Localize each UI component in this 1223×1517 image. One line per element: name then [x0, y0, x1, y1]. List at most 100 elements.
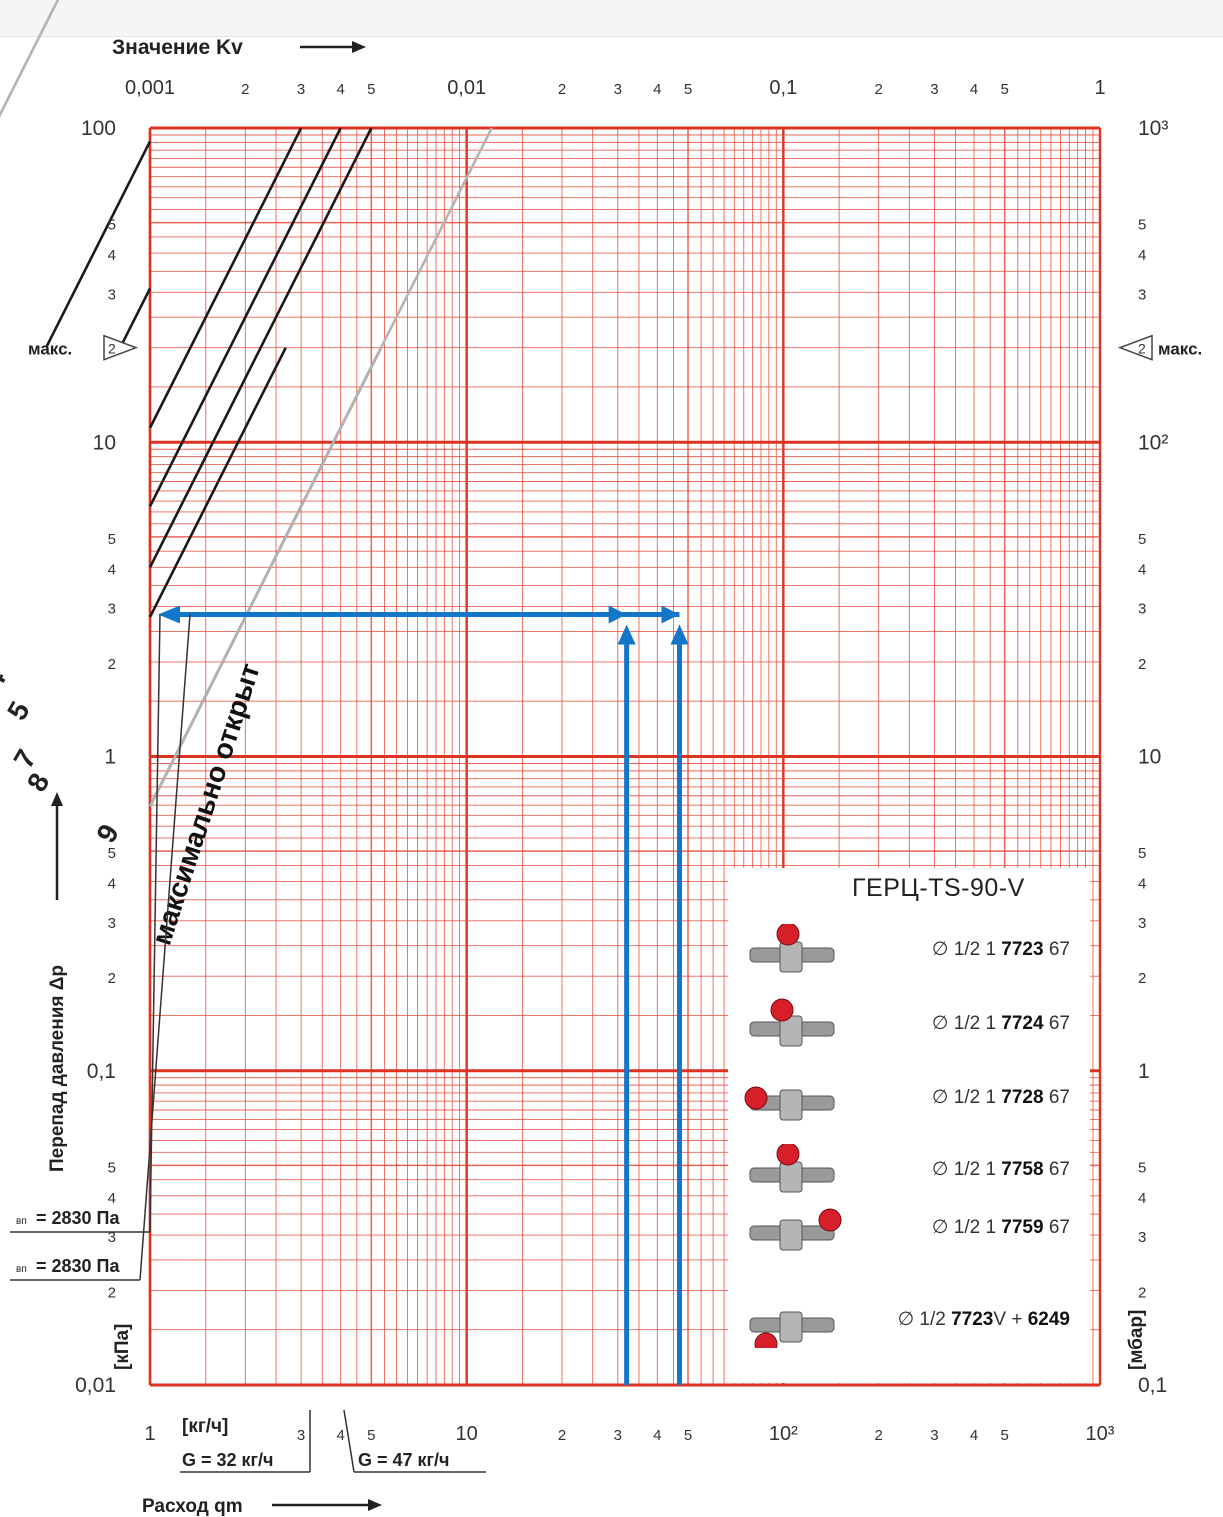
left-unit-label: [кПа] — [112, 1324, 133, 1370]
reading-dp-arrowhead-1 — [608, 605, 627, 624]
right-tick-label: 4 — [1138, 1190, 1146, 1207]
bottom-tick-label: 3 — [614, 1427, 622, 1444]
valve-icon — [749, 1208, 842, 1251]
left-tick-label: 10 — [93, 431, 116, 454]
legend-item: ∅ 1/2 1 7723 67 — [728, 918, 1090, 978]
right-tick-label: 5 — [1138, 845, 1146, 862]
right-tick-label: 4 — [1138, 561, 1146, 578]
reading-flow-arrowhead-1 — [617, 624, 636, 645]
right-tick-label: 3 — [1138, 601, 1146, 618]
right-tick-label: 4 — [1138, 876, 1146, 893]
left-tick-label: 3 — [108, 601, 116, 618]
left-axis-title: Перепад давления Δp — [47, 965, 68, 1172]
series-label: 7 — [8, 744, 43, 773]
bottom-tick-label: 4 — [970, 1427, 978, 1444]
legend-item-number: 7759 — [1001, 1217, 1044, 1238]
legend-item-code: ∅ 1/2 1 7758 67 — [932, 1158, 1070, 1181]
legend-item: ∅ 1/2 1 7758 67 — [728, 1138, 1090, 1198]
top-tick-label: 3 — [614, 81, 622, 98]
series-label: 9 — [90, 819, 125, 848]
left-axis-arrowhead — [51, 792, 63, 806]
left-tick-label: 3 — [108, 915, 116, 932]
max-marker-right-triangle — [1117, 334, 1153, 361]
left-tick-label: 0,01 — [75, 1374, 116, 1397]
bottom-tick-label: 10² — [769, 1423, 798, 1445]
legend-item-code: ∅ 1/2 1 7759 67 — [932, 1216, 1070, 1239]
right-tick-label: 5 — [1138, 1159, 1146, 1176]
legend-item-number-2: 6249 — [1027, 1309, 1070, 1330]
top-axis-arrowhead — [352, 41, 366, 53]
right-tick-label: 4 — [1138, 247, 1146, 264]
bottom-tick-label: 5 — [1001, 1427, 1009, 1444]
bottom-tick-label: 10 — [456, 1423, 478, 1445]
top-bar — [0, 0, 1223, 37]
top-tick-label: 4 — [970, 81, 978, 98]
left-tick-label: 100 — [81, 117, 116, 140]
top-tick-label: 0,001 — [125, 77, 175, 99]
valve-icon — [744, 1086, 835, 1121]
reading-flow-arrowhead-2 — [670, 624, 689, 645]
top-axis-title: Значение Kv — [112, 36, 243, 59]
left-tick-label: 0,1 — [87, 1060, 116, 1083]
top-tick-label: 0,01 — [447, 77, 486, 99]
reading-dp-label-1: = 2830 Па — [36, 1208, 120, 1228]
top-tick-label: 2 — [874, 81, 882, 98]
top-tick-label: 4 — [653, 81, 661, 98]
series-lines — [0, 0, 493, 807]
leader-line — [139, 614, 191, 1281]
legend-item-number: 7758 — [1001, 1159, 1044, 1180]
legend-item: ∅ 1/2 1 7759 67 — [728, 1196, 1090, 1256]
bottom-axis-title: Расход qm — [142, 1496, 243, 1517]
axis-titles: Значение Kv Расход qm Перепад давления Δp [… — [47, 36, 1147, 1517]
leader-line — [343, 1409, 355, 1473]
series-line-6 — [148, 127, 373, 568]
top-tick-label: 5 — [367, 81, 375, 98]
left-tick-label: 5 — [108, 1159, 116, 1176]
series-line-5 — [148, 127, 342, 507]
top-tick-label: 2 — [558, 81, 566, 98]
reading-subscript: вп — [16, 1216, 27, 1227]
bottom-tick-label: 5 — [684, 1427, 692, 1444]
legend-item-number: 7728 — [1001, 1087, 1044, 1108]
left-tick-label: 5 — [108, 217, 116, 234]
right-unit-label: [мбар] — [1126, 1310, 1147, 1370]
top-tick-label: 1 — [1094, 77, 1105, 99]
max-marker-right-symbol: 2 — [1138, 341, 1146, 357]
bottom-tick-label: 10³ — [1086, 1423, 1115, 1445]
right-tick-label: 10³ — [1138, 117, 1168, 140]
left-tick-label: 4 — [108, 247, 116, 264]
series-line-3 — [119, 287, 152, 349]
max-marker-right-label: макс. — [1158, 340, 1202, 359]
right-tick-label: 3 — [1138, 286, 1146, 303]
series-labels: 12345789максимально открыт — [0, 659, 266, 948]
legend-item: ∅ 1/2 1 7724 67 — [728, 992, 1090, 1052]
left-tick-label: 5 — [108, 531, 116, 548]
right-tick-label: 0,1 — [1138, 1374, 1167, 1397]
legend-title: ГЕРЦ-TS-90-V — [852, 874, 1025, 902]
reading-overlay: = 2830 Па = 2830 Па вп вп G = 32 кг/ч G = 47 … — [10, 605, 689, 1473]
top-tick-label: 3 — [297, 81, 305, 98]
legend-item-prefix: ∅ 1/2 1 — [931, 1013, 1002, 1034]
top-tick-label: 4 — [336, 81, 344, 98]
bottom-tick-label: 5 — [367, 1427, 375, 1444]
legend-item-suffix: 67 — [1043, 1013, 1070, 1034]
valve-icon — [749, 924, 835, 973]
legend-item-code: ∅ 1/2 1 7724 67 — [932, 1012, 1070, 1035]
series-line-7 — [148, 347, 287, 618]
left-tick-label: 2 — [108, 1284, 116, 1301]
bottom-tick-label: 4 — [336, 1427, 344, 1444]
left-tick-label: 4 — [108, 561, 116, 578]
series-label: 5 — [1, 696, 36, 725]
max-marker-left-symbol: 2 — [108, 341, 116, 357]
bottom-tick-label: 2 — [558, 1427, 566, 1444]
series-line-4 — [148, 127, 303, 429]
legend-item-prefix: ∅ 1/2 1 — [931, 939, 1002, 960]
legend-item-prefix: ∅ 1/2 — [897, 1309, 952, 1330]
right-tick-label: 10 — [1138, 746, 1161, 769]
legend-item-code: ∅ 1/2 1 7723 67 — [932, 938, 1070, 961]
reading-dp-label-2: = 2830 Па — [36, 1256, 120, 1276]
left-tick-label: 2 — [108, 656, 116, 673]
left-tick-label: 5 — [108, 845, 116, 862]
left-tick-label: 3 — [108, 286, 116, 303]
